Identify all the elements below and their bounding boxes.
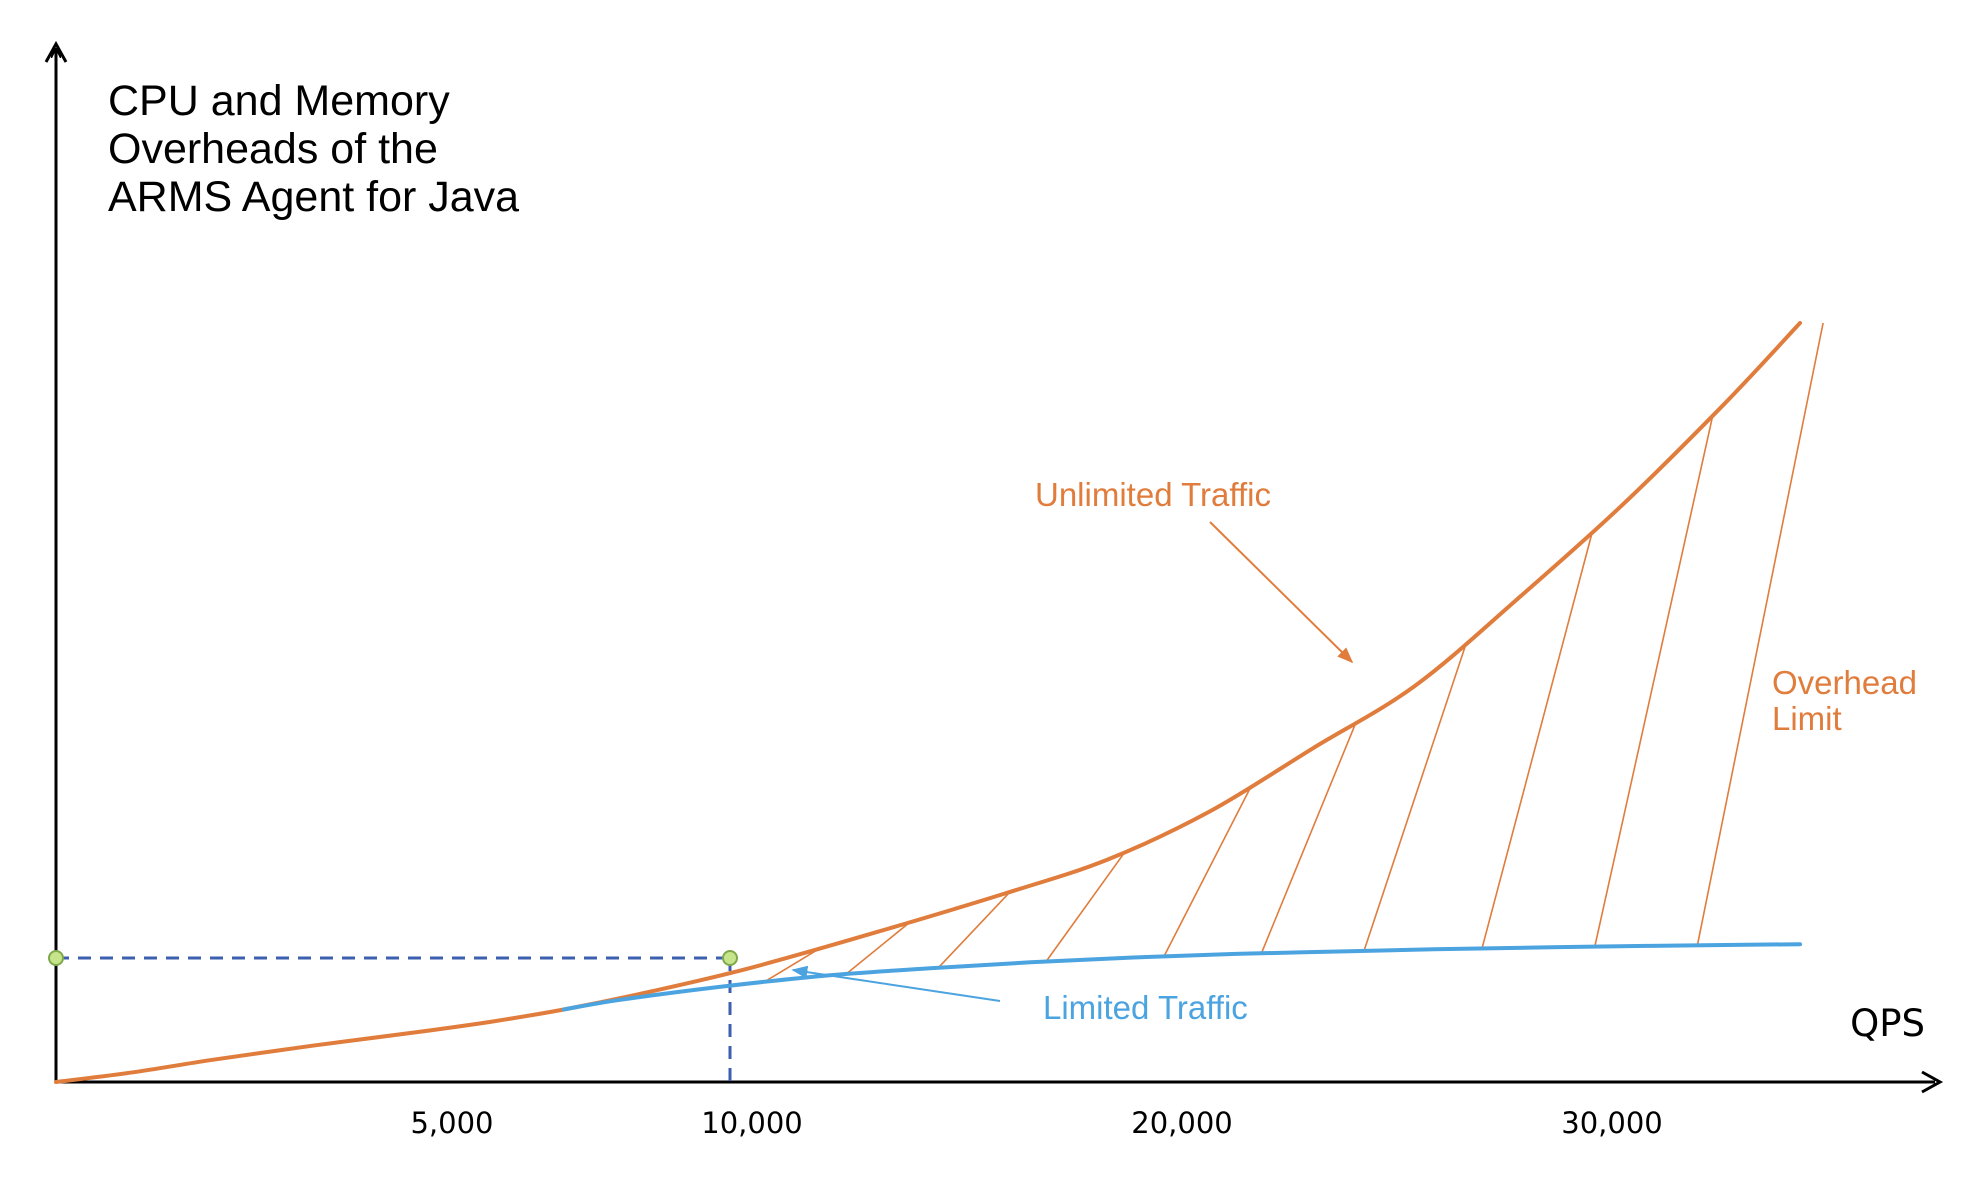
chart-title-line-3: ARMS Agent for Java: [108, 173, 519, 221]
x-axis-arrowhead: [1921, 1070, 1944, 1094]
x-tick-label: 10,000: [701, 1106, 802, 1140]
hatch-line: [1363, 641, 1468, 952]
annotation-arrow-limited: [791, 965, 1001, 1002]
series-line-unlimited-traffic: [54, 321, 1802, 1084]
marker-point-y-axis: [48, 950, 64, 966]
x-tick-label: 5,000: [410, 1106, 493, 1140]
hatch-line: [1260, 721, 1358, 954]
hatch-line: [1163, 785, 1252, 957]
chart-title-line-2: Overheads of the: [108, 125, 438, 173]
x-tick-label: 20,000: [1131, 1106, 1232, 1140]
hatch-line: [845, 921, 911, 975]
hatch-line: [763, 947, 821, 983]
hatch-line: [1594, 415, 1714, 947]
marker-point-intersection: [722, 950, 738, 966]
overhead-limit-hatching: [763, 322, 1824, 983]
annotation-arrow-unlimited: [1209, 521, 1354, 664]
annotation-overhead-limit-line-2: Limit: [1772, 700, 1842, 737]
hatch-line: [937, 891, 1011, 969]
x-tick-label: 30,000: [1561, 1106, 1662, 1140]
chart-title-line-1: CPU and Memory: [108, 77, 450, 125]
annotation-overhead-limit-line-1: Overhead: [1772, 664, 1917, 701]
annotation-unlimited-traffic: Unlimited Traffic: [1035, 476, 1271, 513]
hatch-line: [1045, 850, 1127, 963]
annotation-limited-traffic: Limited Traffic: [1043, 989, 1248, 1026]
series-line-limited-traffic: [561, 942, 1802, 1012]
x-axis-label: QPS: [1850, 1002, 1925, 1045]
hatch-line: [1696, 322, 1824, 946]
y-axis-arrowhead: [44, 40, 68, 63]
hatch-line: [1481, 531, 1594, 949]
